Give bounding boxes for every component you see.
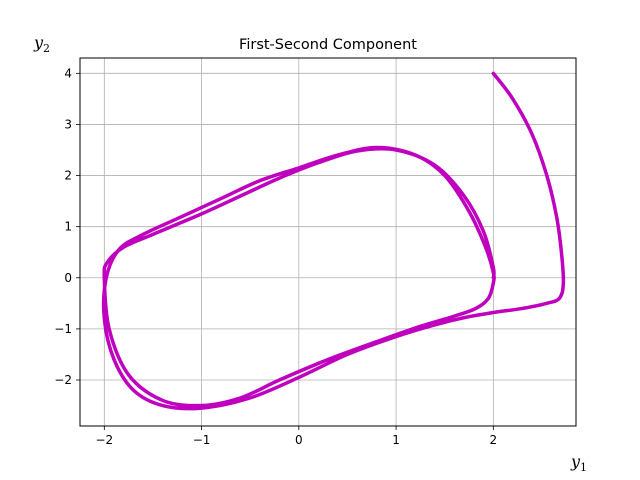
x-axis-label-sub: 1 xyxy=(580,461,587,474)
y-axis-label-sub: 2 xyxy=(43,42,50,55)
x-axis-label: y1 xyxy=(570,452,587,474)
trajectory-line xyxy=(101,71,566,411)
x-tick-label: 0 xyxy=(295,433,303,447)
plot-frame xyxy=(79,57,577,427)
y-tick-label: 4 xyxy=(64,66,72,80)
x-tick-label: 2 xyxy=(490,433,498,447)
chart-title: First-Second Component xyxy=(239,37,417,53)
y-tick-label: 1 xyxy=(64,220,72,234)
y-tick-label: 2 xyxy=(64,169,72,183)
y-axis-label-base: y xyxy=(33,33,44,52)
y-tick-label: 3 xyxy=(64,117,72,131)
x-axis-label-base: y xyxy=(570,452,581,471)
x-tick-label: 1 xyxy=(392,433,400,447)
plot-series xyxy=(101,71,566,411)
x-axis-ticks: −2 −1 0 1 2 xyxy=(95,426,497,447)
y-axis-ticks: −2 −1 0 1 2 3 4 xyxy=(54,66,80,387)
y-tick-label: −1 xyxy=(54,322,72,336)
y-tick-label: 0 xyxy=(64,271,72,285)
x-tick-label: −2 xyxy=(95,433,113,447)
y-tick-label: −2 xyxy=(54,373,72,387)
grid-lines xyxy=(80,58,576,426)
y-axis-label: y2 xyxy=(33,33,50,55)
x-tick-label: −1 xyxy=(193,433,211,447)
